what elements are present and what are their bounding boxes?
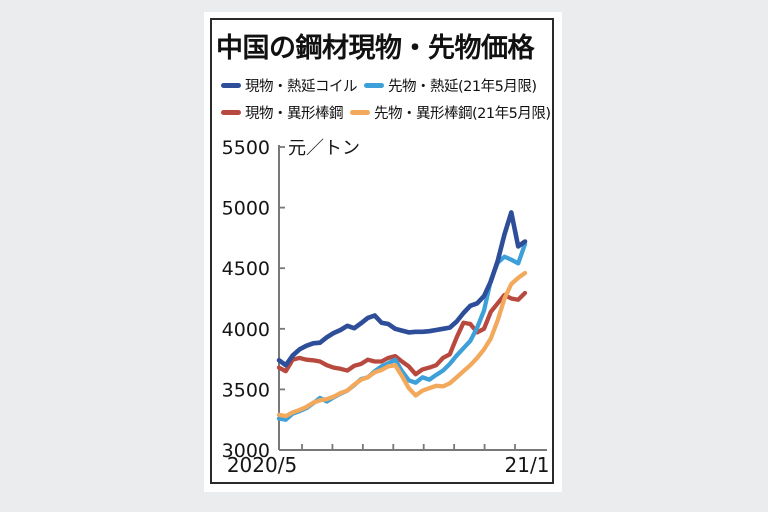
y-tick-label: 4000 xyxy=(222,319,270,341)
legend-item-spot-rebar: 現物・異形棒鋼 xyxy=(221,102,344,123)
y-axis-unit-label: 元／トン xyxy=(288,138,360,159)
legend-swatch-futures-hrc xyxy=(364,82,384,88)
price-chart: 3000 3500 4000 4500 5000 5500 2020/5 21/1 元／トン xyxy=(222,137,550,477)
y-tick-label: 4500 xyxy=(222,258,270,280)
y-tick-label: 3500 xyxy=(222,379,270,401)
series-line-spot-rebar xyxy=(276,290,528,377)
series-line-spot-hrc xyxy=(276,210,528,368)
legend-item-spot-hrc: 現物・熱延コイル xyxy=(221,75,358,96)
y-tick-label: 5500 xyxy=(222,137,270,159)
legend-swatch-spot-rebar xyxy=(221,109,241,115)
legend-swatch-spot-hrc xyxy=(221,82,241,88)
legend-item-label: 現物・異形棒鋼 xyxy=(245,105,344,122)
legend-item-futures-rebar: 先物・異形棒鋼(21年5月限) xyxy=(350,102,551,123)
legend-item-label: 先物・異形棒鋼(21年5月限) xyxy=(374,105,551,122)
legend-swatch-futures-rebar xyxy=(350,109,370,115)
legend-item-futures-hrc: 先物・熱延(21年5月限) xyxy=(364,75,537,96)
price-chart-card: 中国の鋼材現物・先物価格 現物・熱延コイル 先物・熱延(21年5月限) 現物・異… xyxy=(210,18,554,484)
chart-legend-row-2: 現物・異形棒鋼 先物・異形棒鋼(21年5月限) xyxy=(221,102,558,123)
x-axis-end-label: 21/1 xyxy=(505,453,550,477)
chart-legend-row-1: 現物・熱延コイル 先物・熱延(21年5月限) xyxy=(221,75,544,96)
series-line-futures-hrc xyxy=(276,241,528,422)
legend-item-label: 現物・熱延コイル xyxy=(245,78,358,95)
series-line-futures-rebar xyxy=(276,270,528,419)
y-tick-label: 5000 xyxy=(222,198,270,220)
y-tick-label: 3000 xyxy=(222,440,270,462)
x-axis-start-label: 2020/5 xyxy=(227,453,297,477)
legend-item-label: 先物・熱延(21年5月限) xyxy=(388,78,537,95)
chart-title: 中国の鋼材現物・先物価格 xyxy=(216,33,535,64)
